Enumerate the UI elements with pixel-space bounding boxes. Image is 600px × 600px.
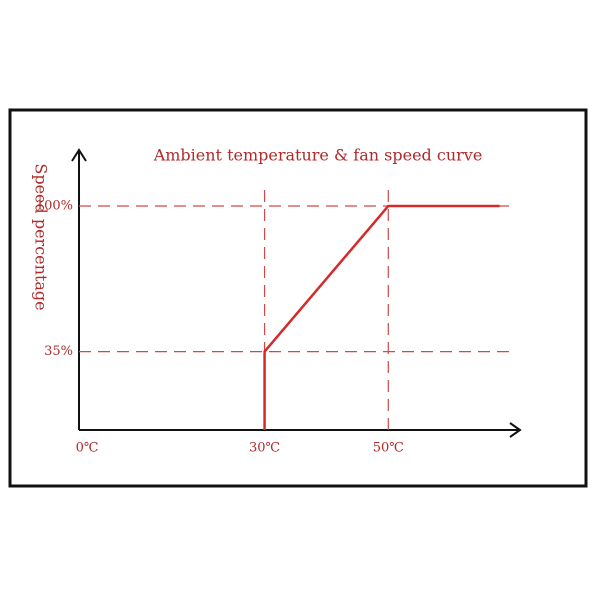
y-axis-arrow	[71, 148, 87, 162]
line-series	[263, 204, 500, 430]
y-tick-label: 100%	[36, 199, 73, 214]
chart-title: Ambient temperature & fan speed curve	[153, 146, 483, 165]
x-tick-label: 0℃	[76, 441, 99, 456]
x-tick-label: 30℃	[249, 441, 280, 456]
x-axis-arrow	[509, 422, 522, 438]
y-tick-label: 35%	[44, 344, 73, 359]
y-axis-title: Speed percentage	[32, 163, 51, 310]
x-tick-label: 50℃	[373, 441, 404, 456]
frame	[8, 108, 588, 488]
axes	[71, 148, 522, 438]
